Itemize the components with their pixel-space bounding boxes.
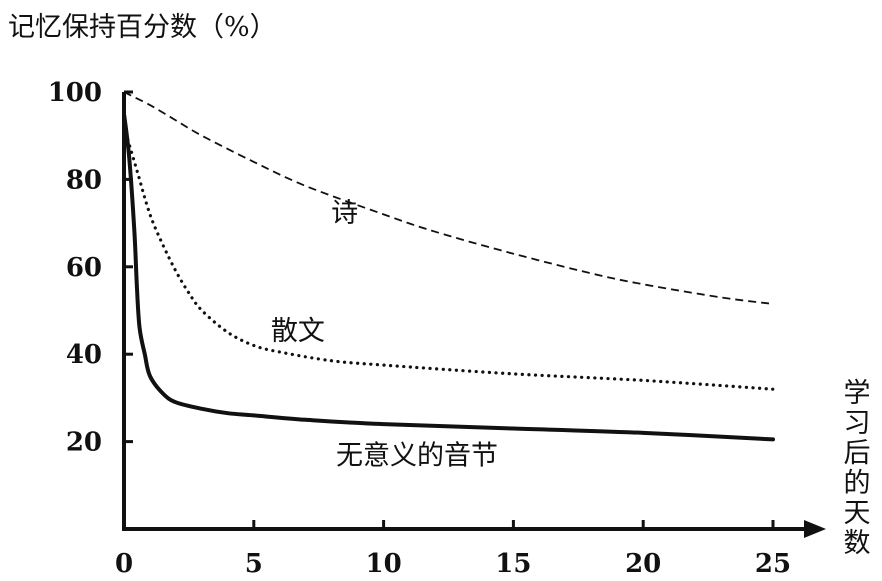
poem-curve [123, 91, 774, 305]
nonsense-syllable-curve [122, 111, 775, 442]
y-tick-label: 20 [66, 428, 102, 458]
x-ticks: 0 5 10 15 20 25 [115, 520, 791, 579]
x-axis-title: 学习后的天数 [844, 378, 871, 559]
y-axis-title-text: 记忆保持百分数（%） [8, 12, 277, 43]
y-ticks: 20 40 60 80 100 [48, 78, 133, 458]
nonsense-syllable-label: 无意义的音节 [336, 441, 498, 472]
y-axis-title: 记忆保持百分数（%） [8, 12, 277, 43]
x-tick-label: 0 [115, 549, 133, 579]
x-tick-label: 15 [495, 549, 531, 579]
y-tick-label: 80 [66, 165, 102, 195]
x-axis-arrowhead [804, 520, 826, 538]
series-lines [122, 91, 775, 442]
y-tick-label: 40 [66, 340, 102, 370]
x-tick-label: 10 [366, 549, 402, 579]
prose-curve [122, 125, 775, 391]
poem-label: 诗 [331, 198, 358, 229]
y-tick-label: 60 [66, 253, 102, 283]
x-tick-label: 5 [245, 549, 263, 579]
y-tick-label: 100 [48, 78, 102, 108]
x-tick-label: 20 [625, 549, 661, 579]
axes [122, 92, 826, 538]
x-axis-title-text: 学习后的天数 [844, 378, 871, 559]
x-tick-label: 25 [755, 549, 791, 579]
prose-label: 散文 [271, 316, 325, 347]
